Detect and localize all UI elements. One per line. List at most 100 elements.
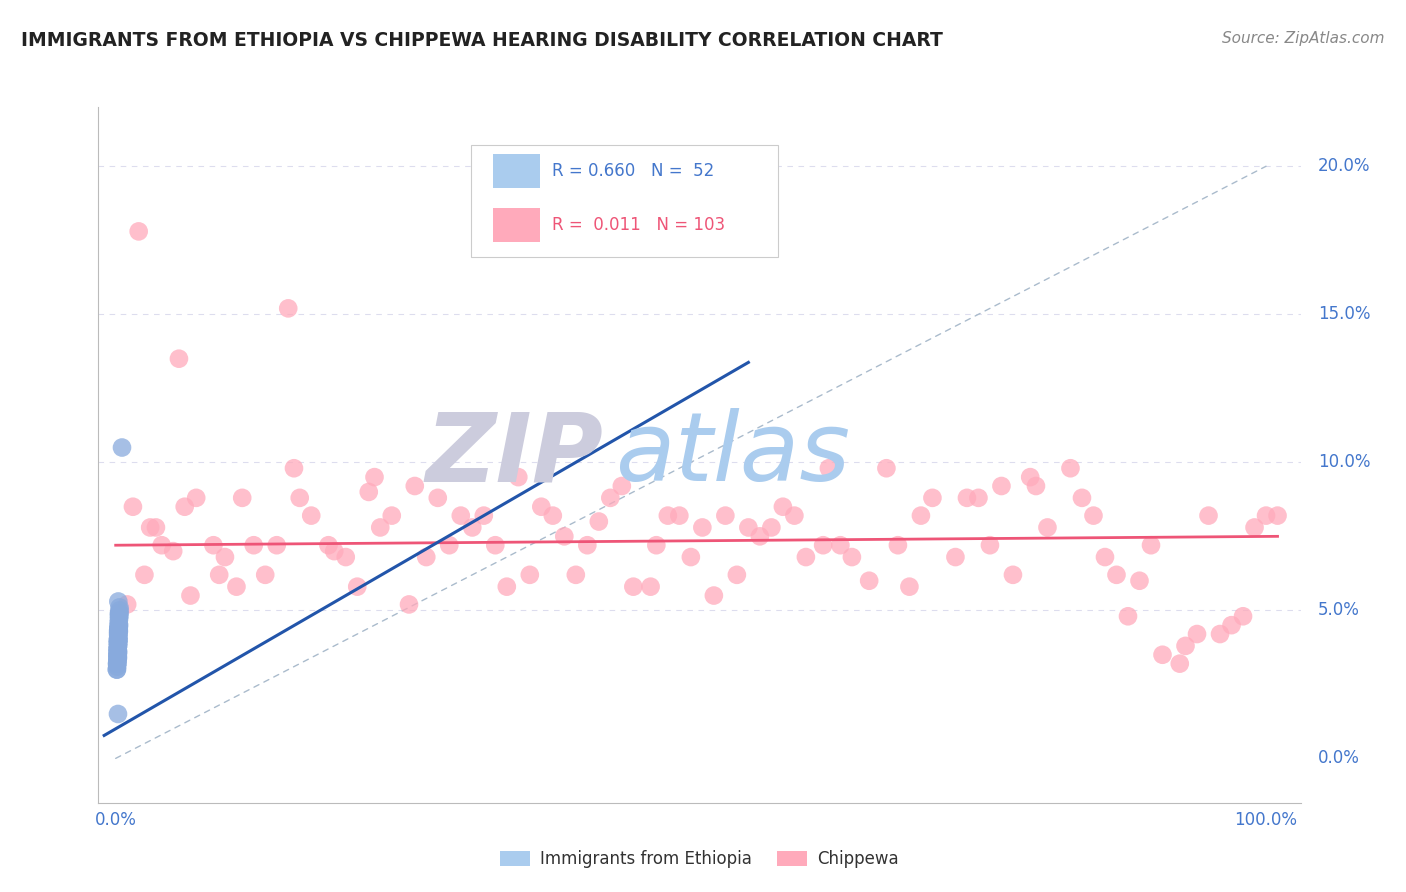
Point <box>1220 618 1243 632</box>
Point <box>107 630 129 644</box>
Point <box>645 538 668 552</box>
Point <box>398 598 420 612</box>
Point <box>1019 470 1042 484</box>
Point <box>108 618 131 632</box>
Point <box>772 500 794 514</box>
Point <box>692 520 714 534</box>
Point <box>108 609 131 624</box>
Text: 15.0%: 15.0% <box>1317 305 1371 323</box>
Point <box>381 508 404 523</box>
Point <box>519 567 541 582</box>
Point <box>404 479 426 493</box>
Point <box>179 589 201 603</box>
Point <box>1232 609 1254 624</box>
Point <box>541 508 564 523</box>
Point <box>108 609 131 624</box>
Point <box>318 538 340 552</box>
Text: 0.0%: 0.0% <box>1317 749 1360 767</box>
Text: Source: ZipAtlas.com: Source: ZipAtlas.com <box>1222 31 1385 46</box>
Point <box>1209 627 1232 641</box>
Point <box>990 479 1012 493</box>
FancyBboxPatch shape <box>471 145 778 257</box>
Point <box>1243 520 1265 534</box>
Point <box>107 627 129 641</box>
Point <box>1094 550 1116 565</box>
Point <box>283 461 305 475</box>
Point <box>495 580 517 594</box>
Point <box>108 624 131 638</box>
Point <box>346 580 368 594</box>
Point <box>108 607 131 621</box>
Point <box>288 491 311 505</box>
Point <box>588 515 610 529</box>
Point <box>1140 538 1163 552</box>
Point <box>956 491 979 505</box>
Point <box>368 520 391 534</box>
Point <box>107 632 129 647</box>
Point <box>811 538 834 552</box>
Point <box>610 479 633 493</box>
Point <box>202 538 225 552</box>
Point <box>679 550 702 565</box>
Text: ZIP: ZIP <box>426 409 603 501</box>
Point <box>1152 648 1174 662</box>
Point <box>266 538 288 552</box>
Point <box>108 600 131 615</box>
Point <box>1059 461 1081 475</box>
Text: atlas: atlas <box>616 409 851 501</box>
Point <box>107 618 129 632</box>
Point <box>1198 508 1220 523</box>
Point <box>107 654 129 668</box>
Point <box>565 567 588 582</box>
Point <box>841 550 863 565</box>
Point <box>875 461 897 475</box>
Point <box>105 657 128 671</box>
Point <box>439 538 461 552</box>
FancyBboxPatch shape <box>492 154 540 188</box>
Point <box>599 491 621 505</box>
Point <box>105 657 128 671</box>
Point <box>277 301 299 316</box>
Point <box>426 491 449 505</box>
Point <box>111 441 134 455</box>
Point <box>145 520 167 534</box>
Point <box>887 538 910 552</box>
Point <box>1083 508 1105 523</box>
Point <box>979 538 1001 552</box>
Point <box>107 648 129 662</box>
Point <box>621 580 644 594</box>
Point <box>107 632 129 647</box>
Point <box>107 621 129 635</box>
Point <box>299 508 322 523</box>
Point <box>214 550 236 565</box>
Point <box>508 470 530 484</box>
Point <box>107 650 129 665</box>
Point <box>530 500 553 514</box>
Point <box>921 491 943 505</box>
FancyBboxPatch shape <box>492 208 540 242</box>
Point <box>461 520 484 534</box>
Point <box>818 461 841 475</box>
Point <box>1174 639 1197 653</box>
Point <box>640 580 662 594</box>
Point <box>1071 491 1094 505</box>
Point <box>139 520 162 534</box>
Point <box>107 641 129 656</box>
Point <box>761 520 783 534</box>
Point <box>1001 567 1024 582</box>
Point <box>830 538 852 552</box>
Point <box>1168 657 1191 671</box>
Point <box>107 639 129 653</box>
Point <box>783 508 806 523</box>
Point <box>122 500 145 514</box>
Point <box>186 491 208 505</box>
Point <box>134 567 156 582</box>
Point <box>107 594 129 608</box>
Point <box>1267 508 1289 523</box>
Text: R =  0.011   N = 103: R = 0.011 N = 103 <box>551 216 724 234</box>
Point <box>150 538 173 552</box>
Point <box>576 538 599 552</box>
Point <box>107 621 129 635</box>
Point <box>415 550 437 565</box>
Point <box>107 654 129 668</box>
